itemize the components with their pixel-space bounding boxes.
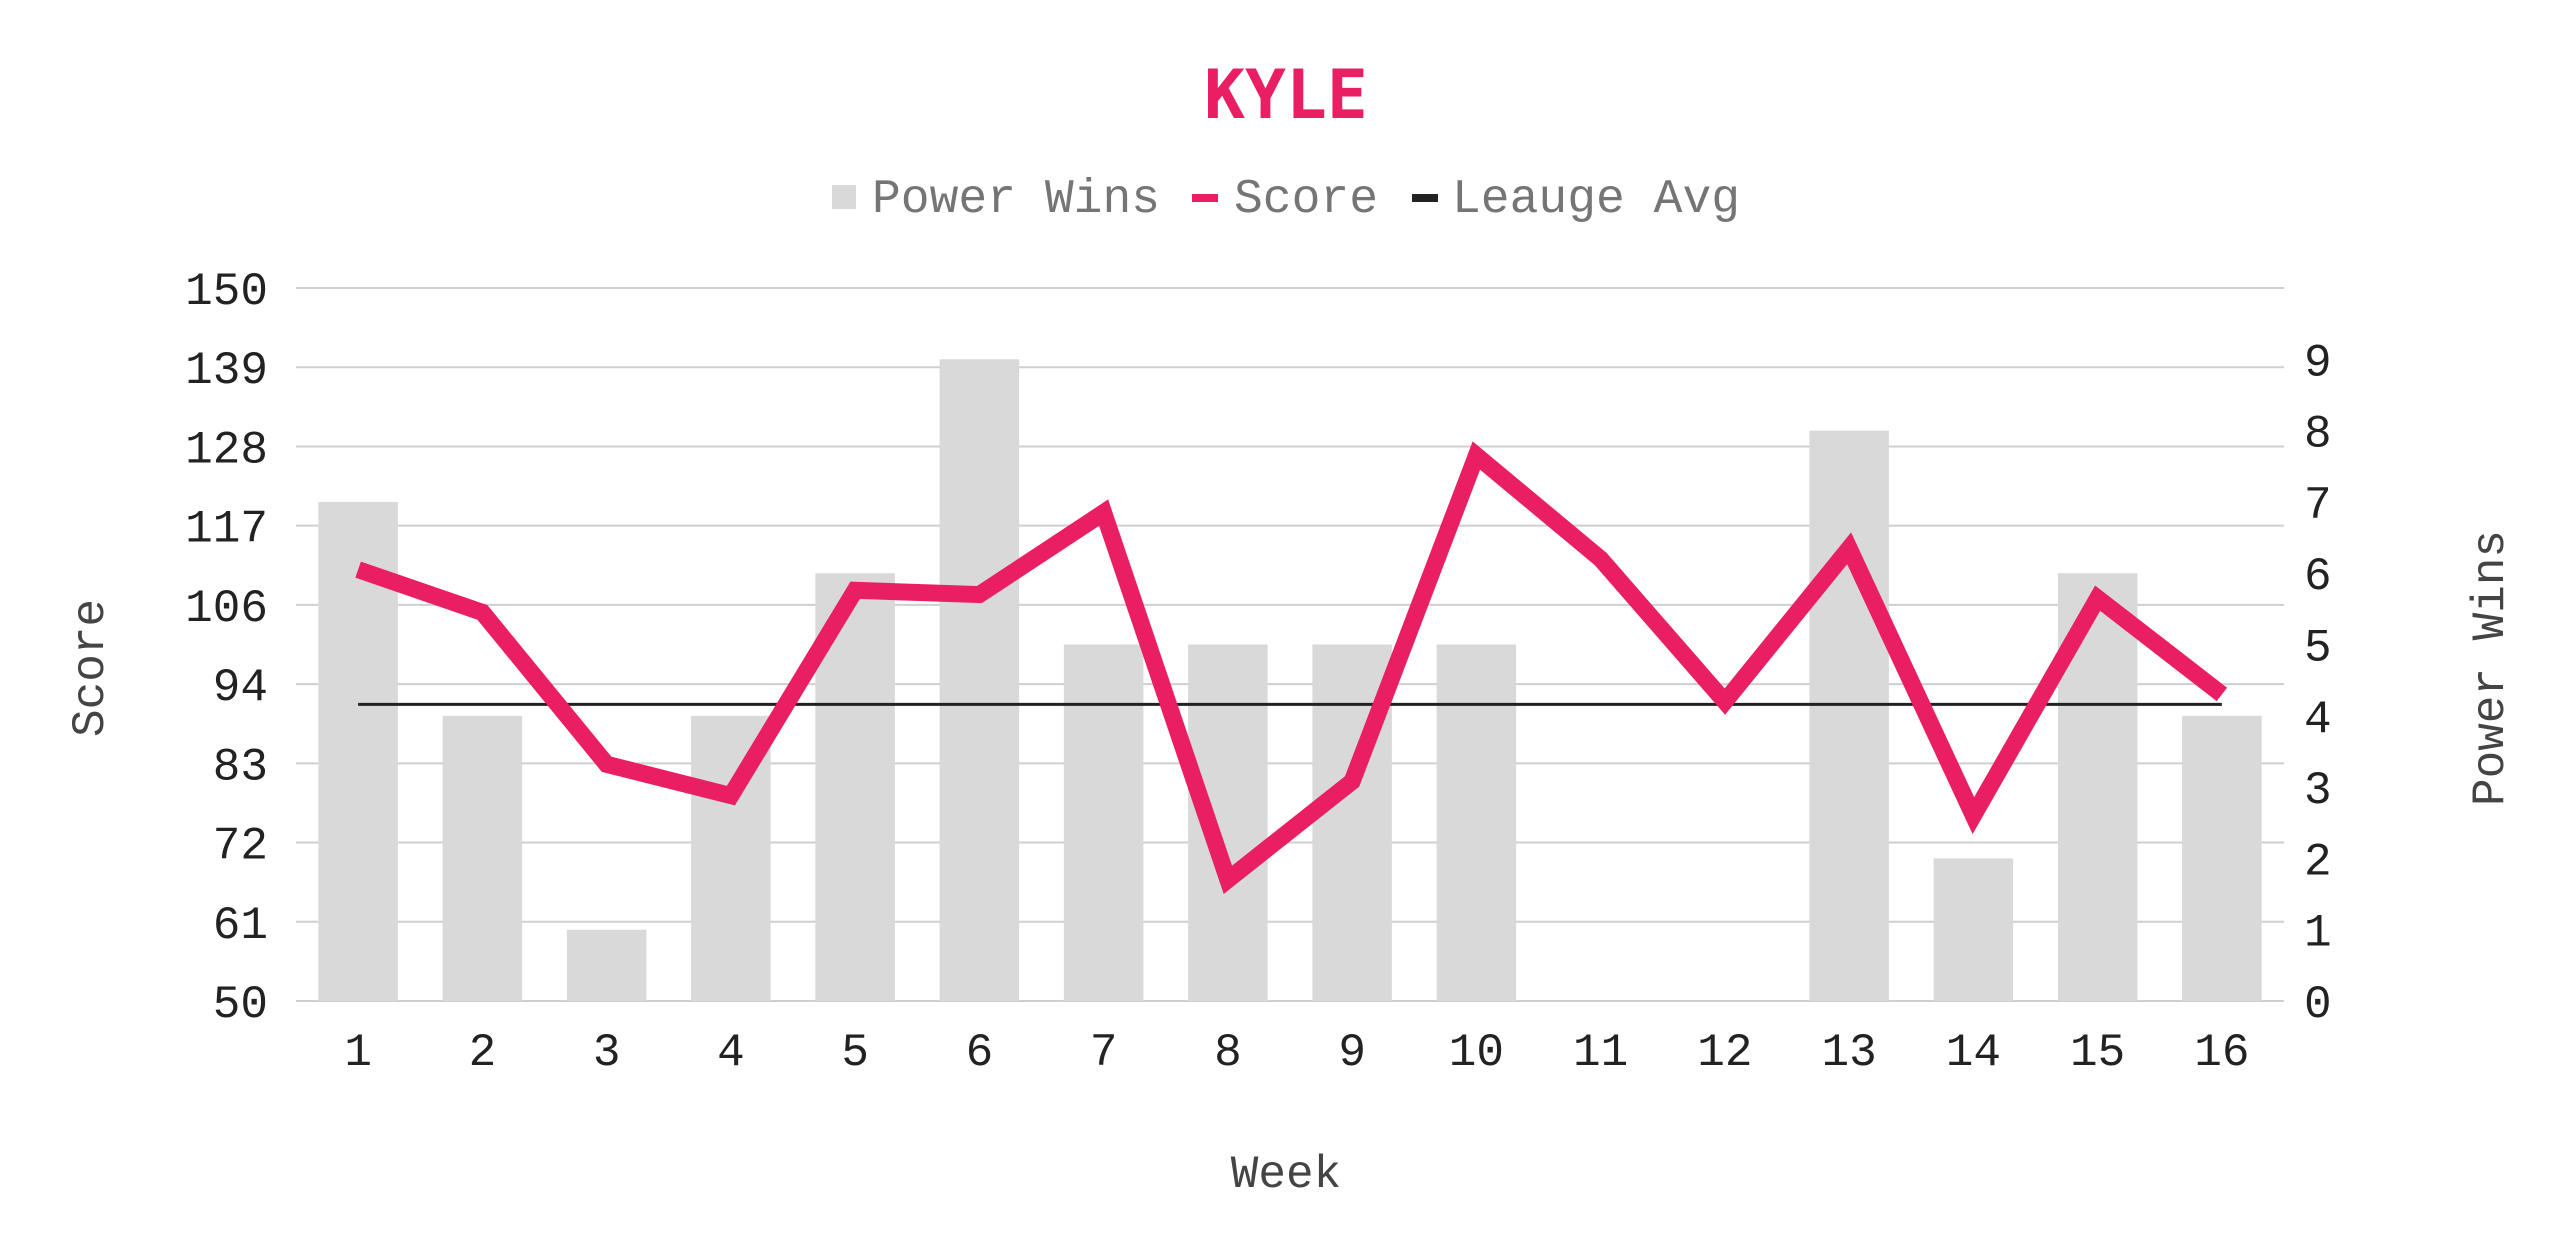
- y2-tick-label: 6: [2304, 551, 2332, 603]
- x-tick-label: 11: [1573, 1027, 1628, 1079]
- legend-power-wins-label: Power Wins: [872, 173, 1160, 227]
- power-wins-bar: [1809, 430, 1889, 1002]
- chart-title: KYLE: [1204, 56, 1368, 135]
- power-wins-bar: [442, 715, 523, 1001]
- x-tick-label: 15: [2070, 1027, 2125, 1079]
- x-tick-label: 6: [966, 1027, 994, 1079]
- x-tick-label: 4: [717, 1027, 745, 1079]
- y-tick-label: 61: [213, 900, 268, 952]
- y-tick-label: 139: [185, 345, 268, 397]
- score-lines: [355, 441, 2228, 894]
- y-tick-label: 117: [185, 504, 268, 556]
- y2-tick-label: 1: [2304, 908, 2332, 960]
- legend-score-swatch: [1192, 194, 1218, 202]
- y-axis-title: Score: [65, 599, 117, 737]
- y-tick-label: 150: [185, 266, 268, 318]
- power-wins-bar: [1436, 644, 1517, 1001]
- legend-league-avg-label: Leauge Avg: [1452, 173, 1740, 227]
- power-wins-bar: [2182, 715, 2262, 1001]
- x-tick-label: 9: [1338, 1027, 1366, 1079]
- x-tick-label: 2: [469, 1027, 497, 1079]
- y-axis-ticks: 50 61 72 83 94 106 117 128 139 150: [185, 266, 268, 1031]
- y-tick-label: 83: [213, 741, 268, 793]
- y2-tick-label: 5: [2304, 623, 2332, 675]
- y2-tick-label: 8: [2304, 409, 2332, 461]
- y2-tick-label: 7: [2304, 480, 2332, 532]
- y2-axis-ticks: 0 1 2 3 4 5 6 7 8 9: [2304, 337, 2332, 1031]
- x-tick-label: 16: [2194, 1027, 2249, 1079]
- y2-tick-label: 3: [2304, 765, 2332, 817]
- legend-league-avg-swatch: [1412, 194, 1438, 202]
- x-tick-label: 5: [841, 1027, 869, 1079]
- y-tick-label: 106: [185, 583, 268, 635]
- power-wins-bar: [939, 359, 1020, 1001]
- y-tick-label: 72: [213, 821, 268, 873]
- x-tick-label: 10: [1449, 1027, 1504, 1079]
- power-wins-bar: [566, 929, 647, 1001]
- power-wins-bars: [318, 359, 2262, 1002]
- y-tick-label: 94: [213, 662, 268, 714]
- x-tick-label: 1: [344, 1027, 372, 1079]
- y2-tick-label: 4: [2304, 694, 2332, 746]
- y2-axis-title: Power Wins: [2465, 530, 2517, 806]
- x-tick-label: 14: [1946, 1027, 2001, 1079]
- x-tick-label: 7: [1090, 1027, 1118, 1079]
- legend-power-wins-swatch: [832, 185, 856, 209]
- y2-tick-label: 2: [2304, 836, 2332, 888]
- x-tick-label: 3: [593, 1027, 621, 1079]
- power-wins-bar: [1063, 644, 1144, 1001]
- x-tick-label: 8: [1214, 1027, 1242, 1079]
- power-wins-bar: [1933, 858, 2014, 1001]
- x-tick-label: 13: [1822, 1027, 1877, 1079]
- legend-score-label: Score: [1234, 173, 1378, 227]
- y-tick-label: 50: [213, 979, 268, 1031]
- x-axis-ticks: 1 2 3 4 5 6 7 8 9 10 11 12 13 14 15 16: [344, 1027, 2249, 1079]
- x-tick-label: 12: [1697, 1027, 1752, 1079]
- x-axis-title: Week: [1231, 1149, 1341, 1201]
- legend: Power Wins Score Leauge Avg: [832, 173, 1740, 227]
- y-tick-label: 128: [185, 424, 268, 476]
- y2-tick-label: 0: [2304, 979, 2332, 1031]
- score-line: [355, 441, 2228, 894]
- y2-tick-label: 9: [2304, 337, 2332, 389]
